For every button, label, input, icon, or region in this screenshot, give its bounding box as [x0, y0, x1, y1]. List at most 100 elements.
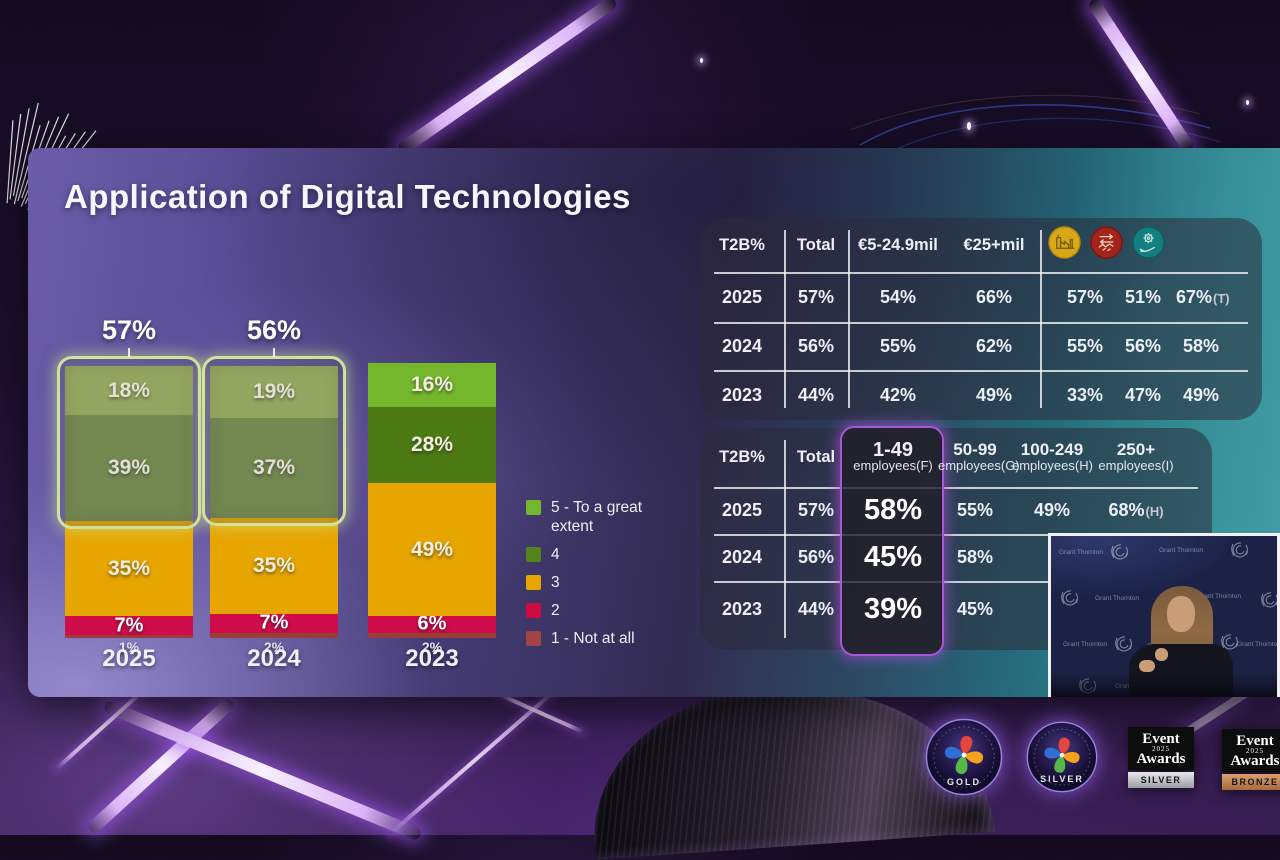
legend-label: 4: [551, 546, 560, 563]
segment-values: 55% 56% 58%: [1040, 336, 1262, 357]
year-label: 2024: [247, 645, 301, 672]
silver-award-emblem: [1026, 721, 1098, 793]
row-divider: [714, 370, 1248, 372]
bar-segment: 6%: [368, 613, 496, 635]
bar-segment: 28%: [368, 406, 496, 483]
neon-beam: [53, 688, 146, 772]
event-awards-bronze-badge: Event 2025 Awards BRONZE: [1222, 729, 1280, 790]
table-header-row: T2B% Total 1-49 employees(F) 50-99 employees(…: [700, 428, 1212, 487]
stacked-bar-chart: 1% 7% 35% 39% 18% 2025 57% 2% 7% 35% 37% 19% 2024 56%…: [28, 148, 548, 697]
top2box-highlight: [57, 356, 201, 530]
silver-tier-bar: SILVER: [1128, 772, 1194, 788]
bar-segment: 37%: [210, 417, 338, 519]
segment-value-label: 28%: [410, 432, 454, 456]
table-cell: 51%: [1124, 286, 1162, 307]
event-word: Event: [1236, 733, 1274, 749]
bar-2025: 1% 7% 35% 39% 18%: [65, 366, 193, 655]
total-tick: [273, 348, 275, 357]
event-awards-silver-badge: Event 2025 Awards SILVER: [1128, 727, 1194, 788]
table-cell: 39%: [863, 592, 923, 625]
row-divider: [714, 487, 1198, 489]
legend-label: 2: [551, 602, 560, 619]
table-cell: Total: [796, 448, 836, 466]
legend-swatch: [526, 547, 541, 562]
gold-tier-label: GOLD: [947, 777, 981, 787]
legend-swatch: [526, 500, 541, 515]
table-cell: €25+mil: [963, 235, 1025, 254]
table-cell: 57%: [797, 500, 835, 520]
awards-word: Awards: [1136, 751, 1186, 767]
table-cell: €5-24.9mil: [858, 235, 938, 254]
factory-icon: [1048, 226, 1081, 264]
legend-item: 3: [526, 573, 655, 592]
svg-text:Grant Thornton: Grant Thornton: [1059, 549, 1103, 556]
table-row: 2024 56% 55% 62% 55% 56% 58%: [700, 322, 1262, 370]
segment-value-label: 49%: [410, 537, 454, 561]
segment-value-label: 1%: [118, 639, 140, 655]
segment-value-label: 19%: [252, 379, 296, 403]
legend-swatch: [526, 631, 541, 646]
bar-segment: 49%: [368, 482, 496, 617]
row-divider: [714, 322, 1248, 324]
handshake-icon: [1090, 226, 1123, 264]
t2b-total-label: 57%: [101, 315, 157, 345]
segment-value-label: 39%: [107, 456, 151, 480]
table-cell: Total: [796, 235, 836, 254]
legend-label: 1 - Not at all: [551, 630, 635, 647]
table-cell: 42%: [879, 384, 917, 405]
interpreter-hand: [1139, 660, 1155, 672]
table-cell: 57%: [797, 286, 835, 307]
table-row: 2023 44% 39% 45%: [700, 581, 1212, 637]
column-divider: [784, 230, 786, 408]
slide: Application of Digital Technologies 1% 7%…: [28, 148, 1280, 697]
event-awards-title: Event 2025 Awards: [1222, 729, 1280, 772]
bar-segment: [65, 635, 193, 638]
pinwheel-logo-icon: [1044, 737, 1080, 773]
legend-swatch: [526, 603, 541, 618]
table-cell: 47%: [1124, 384, 1162, 405]
row-divider: [714, 581, 1198, 583]
bar-segment: 7%: [210, 612, 338, 634]
bar-segment: 18%: [65, 366, 193, 415]
table-cell: 49%: [975, 384, 1013, 405]
legend-swatch: [526, 575, 541, 590]
size-column-header: 1-49 employees(F): [853, 438, 933, 473]
table-row: 2025 57% 58% 55% 49% 68%(H): [700, 487, 1212, 534]
column-divider: [1040, 230, 1042, 408]
table-cell: 62%: [975, 335, 1013, 356]
legend-item: 1 - Not at all: [526, 629, 655, 648]
bar-segment: 16%: [368, 363, 496, 407]
slide-title: Application of Digital Technologies: [64, 178, 631, 215]
neon-beam: [396, 0, 619, 156]
table-cell: T2B%: [719, 448, 765, 466]
table-cell: 58%: [956, 547, 994, 567]
revenue-table: T2B% Total €5-24.9mil €25+mil 2025 57% 54% 66% 5…: [700, 218, 1262, 420]
bar-segment: [210, 632, 338, 638]
bar-2023: 2% 6% 49% 28% 16%: [368, 363, 496, 655]
table-cell: 45%: [863, 541, 923, 573]
table-cell: 2023: [721, 384, 763, 405]
table-cell: 56%: [797, 335, 835, 356]
legend-label: 3: [551, 574, 560, 591]
top2box-highlight: [202, 356, 346, 527]
size-column-header: 250+ employees(I): [1098, 439, 1174, 473]
table-cell: 55%: [879, 335, 917, 356]
event-year: 2025: [1246, 747, 1264, 755]
bronze-tier-bar: BRONZE: [1222, 774, 1280, 790]
sign-language-video: Grant Thornton Grant Thornton Grant Thor…: [1048, 533, 1280, 697]
table-cell: 44%: [797, 384, 835, 405]
segment-value-label: 16%: [410, 373, 454, 397]
segment-value-label: 18%: [107, 378, 151, 402]
sparkle: [700, 58, 703, 63]
bar-segment: 7%: [65, 614, 193, 636]
table-cell: 44%: [797, 598, 835, 619]
pinwheel-logo-icon: [944, 736, 984, 775]
bar-2024: 2% 7% 35% 37% 19%: [210, 366, 338, 655]
interpreter-hand: [1155, 648, 1168, 661]
table-cell: 57%: [1066, 286, 1104, 307]
column-divider: [784, 440, 786, 638]
svg-text:Grant Thornton: Grant Thornton: [1159, 547, 1203, 554]
sparkle: [1246, 100, 1249, 105]
legend-item: 4: [526, 545, 655, 564]
